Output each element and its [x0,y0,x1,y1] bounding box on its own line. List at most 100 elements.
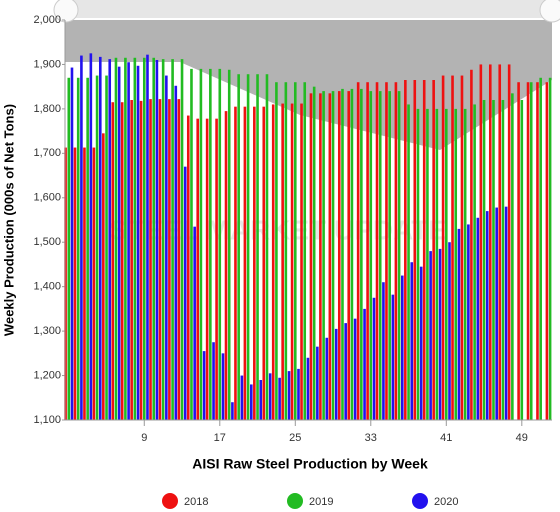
bar [347,91,351,420]
bar [80,55,83,421]
bar [218,68,222,420]
y-tick-label: 1,200 [33,369,61,381]
navigator-handle[interactable] [539,0,560,23]
bar [271,104,275,420]
bar [293,82,297,420]
bar [86,77,89,421]
bar [498,64,502,420]
bar [341,88,344,420]
bar [545,82,549,420]
bar [212,342,215,420]
bar [256,74,259,420]
bar [259,380,263,420]
bar [98,56,102,421]
y-tick-label: 1,300 [33,325,61,337]
bar [366,82,369,420]
x-tick-label: 41 [440,432,452,444]
bar [139,100,143,420]
bar [517,82,520,420]
bar [372,297,376,420]
bar [435,108,439,420]
bar [76,77,80,421]
bar [205,118,209,421]
bar [363,308,366,420]
bar [70,67,74,421]
bar [234,106,237,421]
bar [111,102,115,420]
bar [369,91,373,420]
bar [470,69,473,421]
bar [174,85,178,421]
bar [448,242,451,420]
bar [548,77,552,421]
bar [199,68,203,420]
bar [416,108,420,420]
bar [391,294,395,420]
bar [253,106,256,421]
bar [231,402,234,420]
bar [224,111,228,420]
y-tick-label: 1,600 [33,192,61,204]
bar [319,93,322,420]
bar [237,74,240,420]
bar [124,57,127,421]
bar [240,375,244,420]
bar [171,59,174,420]
bar [485,211,489,420]
bar [407,104,410,420]
bar [89,53,93,420]
bar [322,91,325,420]
bar [394,82,398,420]
bar [177,99,181,420]
bar [186,115,190,421]
bar [444,108,448,420]
bar [353,318,357,420]
bar [529,82,533,420]
y-tick-label: 2,000 [33,14,61,26]
bar [488,64,492,420]
bar [221,353,225,420]
bar [511,93,514,420]
bar [360,88,363,420]
x-tick-label: 25 [289,432,301,444]
bar [356,82,360,420]
bar [133,57,137,421]
bar [438,248,442,420]
bar [64,147,67,421]
bar [479,64,483,420]
bar [432,80,435,420]
legend-marker [162,493,178,509]
bar [350,88,354,420]
bar [268,373,272,420]
bar [426,108,429,420]
bar [95,75,99,421]
bar [303,82,307,420]
navigator-handle[interactable] [53,0,79,23]
bar [410,262,414,420]
bar [215,118,218,421]
y-tick-label: 1,500 [33,236,61,248]
bar [316,346,319,420]
bar [152,57,156,421]
legend-label: 2018 [184,496,208,508]
bar [309,93,313,420]
bar [495,207,498,420]
bar [180,59,184,420]
bar [67,77,71,421]
bar [382,282,385,420]
legend-marker [287,493,303,509]
bar [183,166,187,420]
legend-label: 2019 [309,496,333,508]
bar [334,328,338,420]
bar [202,351,206,420]
bar [536,82,539,420]
bar [209,68,212,420]
bar [227,69,231,421]
navigator-bar [60,0,560,18]
bar [265,74,269,420]
bar [196,118,200,421]
bar [193,226,196,420]
bar [325,337,329,420]
bar [300,103,303,421]
bar [507,64,511,420]
